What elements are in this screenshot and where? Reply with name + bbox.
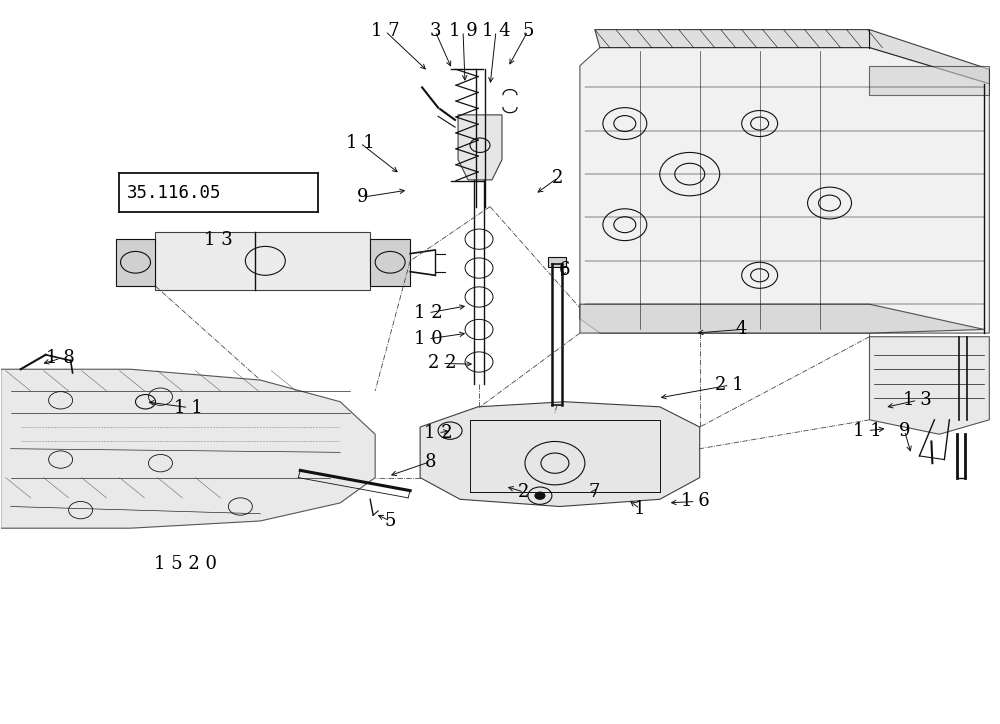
Text: 1 5 2 0: 1 5 2 0 <box>154 555 217 573</box>
Polygon shape <box>116 239 155 286</box>
Polygon shape <box>1 369 375 529</box>
Text: 35.116.05: 35.116.05 <box>127 184 221 201</box>
Polygon shape <box>155 232 370 290</box>
Text: 1 2: 1 2 <box>414 304 442 322</box>
Text: 2: 2 <box>518 483 530 501</box>
Text: 1 6: 1 6 <box>681 492 710 510</box>
Text: 1 1: 1 1 <box>853 421 882 439</box>
Text: 7: 7 <box>588 483 600 501</box>
Polygon shape <box>595 30 989 84</box>
Polygon shape <box>869 66 989 95</box>
Text: 4: 4 <box>736 321 747 339</box>
Circle shape <box>535 492 545 500</box>
Text: 1 1: 1 1 <box>346 134 375 152</box>
Polygon shape <box>580 48 989 333</box>
Text: 2 1: 2 1 <box>715 376 744 394</box>
Polygon shape <box>420 402 700 507</box>
Polygon shape <box>580 304 984 333</box>
Polygon shape <box>869 337 989 434</box>
Text: 1: 1 <box>634 500 646 518</box>
Polygon shape <box>548 257 566 266</box>
Text: 5: 5 <box>384 512 396 530</box>
Text: 1 8: 1 8 <box>46 350 75 367</box>
Text: 6: 6 <box>559 261 571 279</box>
Text: 1 4: 1 4 <box>482 22 510 40</box>
Text: 1 0: 1 0 <box>414 330 442 348</box>
Polygon shape <box>370 239 410 286</box>
Text: 9: 9 <box>356 188 368 206</box>
Text: 1 9: 1 9 <box>449 22 477 40</box>
Text: 1 3: 1 3 <box>903 391 932 409</box>
Text: 1 2: 1 2 <box>424 424 452 442</box>
Polygon shape <box>458 115 502 180</box>
Text: 2 2: 2 2 <box>428 355 456 372</box>
Text: 1 7: 1 7 <box>371 22 399 40</box>
Text: 1 1: 1 1 <box>174 398 203 416</box>
Text: 8: 8 <box>424 452 436 471</box>
Text: 5: 5 <box>522 22 534 40</box>
Text: 3: 3 <box>429 22 441 40</box>
Text: 2: 2 <box>552 169 564 187</box>
Text: 9: 9 <box>899 421 910 439</box>
Text: 1 3: 1 3 <box>204 231 233 249</box>
